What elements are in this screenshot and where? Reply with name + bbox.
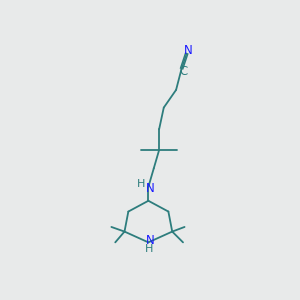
Text: C: C — [179, 65, 187, 78]
Text: H: H — [136, 179, 145, 189]
Text: N: N — [146, 182, 154, 195]
Text: N: N — [146, 233, 154, 247]
Text: H: H — [145, 244, 153, 254]
Text: N: N — [184, 44, 193, 57]
